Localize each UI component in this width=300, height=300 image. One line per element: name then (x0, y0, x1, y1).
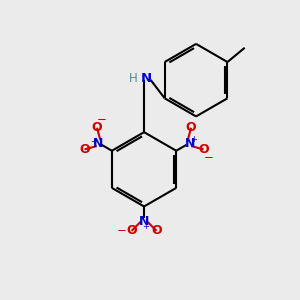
Text: O: O (126, 224, 137, 237)
Text: −: − (97, 113, 107, 126)
Text: H: H (128, 72, 137, 85)
Text: N: N (141, 72, 152, 85)
Text: O: O (92, 121, 102, 134)
Text: O: O (198, 143, 209, 156)
Text: N: N (184, 136, 195, 149)
Text: −: − (117, 224, 127, 237)
Text: +: + (142, 223, 149, 232)
Text: O: O (186, 121, 196, 134)
Text: +: + (90, 137, 97, 146)
Text: O: O (79, 143, 90, 156)
Text: +: + (190, 135, 197, 144)
Text: N: N (93, 136, 104, 149)
Text: −: − (203, 151, 213, 164)
Text: O: O (151, 224, 162, 237)
Text: N: N (139, 215, 149, 228)
